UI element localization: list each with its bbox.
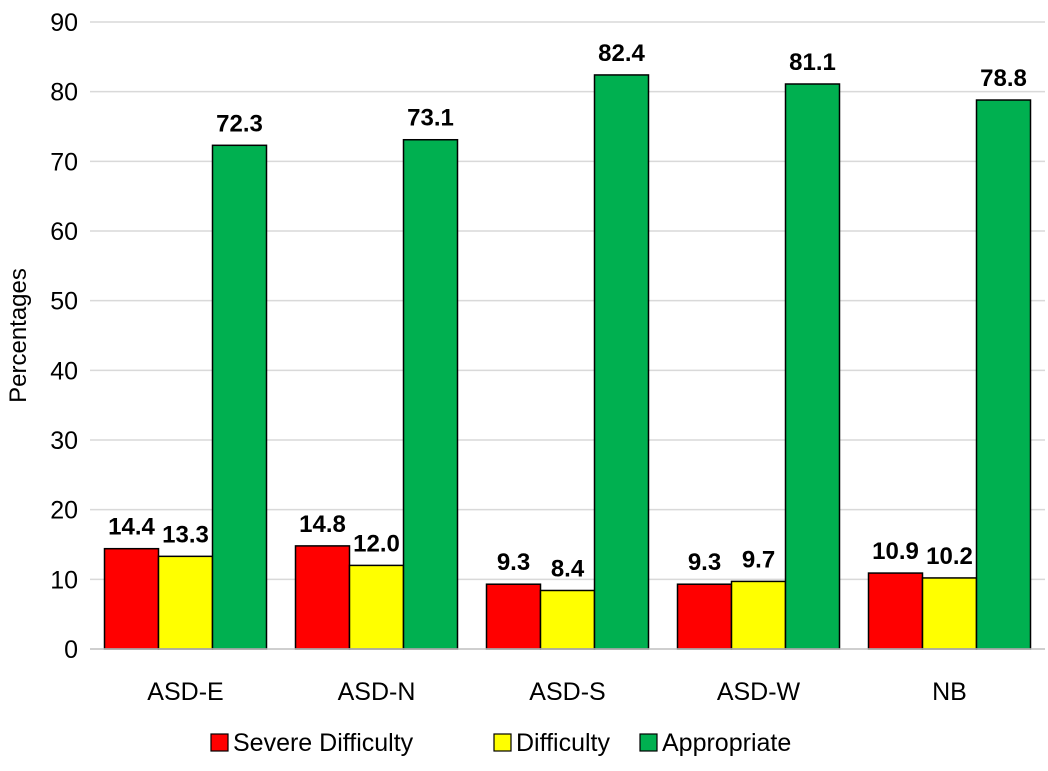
y-tick-label: 60 xyxy=(50,218,78,246)
bars xyxy=(103,74,1032,650)
bar-severe-difficulty-nb xyxy=(867,572,924,650)
y-tick-label: 20 xyxy=(50,497,78,525)
data-label: 82.4 xyxy=(598,40,645,67)
data-label: 81.1 xyxy=(789,49,836,76)
bar-difficulty-asd-s xyxy=(539,589,596,650)
legend-swatch xyxy=(210,733,229,752)
legend-item-appropriate[interactable]: Appropriate xyxy=(639,729,791,757)
y-tick-label: 90 xyxy=(50,9,78,37)
x-tick-label: NB xyxy=(932,678,967,706)
legend-swatch xyxy=(639,733,658,752)
bar-appropriate-asd-n xyxy=(402,138,459,650)
bar-severe-difficulty-asd-n xyxy=(294,545,351,650)
bar-severe-difficulty-asd-s xyxy=(485,583,542,650)
bar-difficulty-asd-e xyxy=(157,555,214,650)
data-label: 8.4 xyxy=(551,555,585,582)
y-tick-label: 50 xyxy=(50,288,78,316)
y-axis-title: Percentages xyxy=(5,268,32,403)
x-tick-label: ASD-W xyxy=(717,678,801,706)
y-tick-label: 80 xyxy=(50,79,78,107)
bar-difficulty-asd-n xyxy=(348,564,405,650)
data-label: 9.7 xyxy=(742,546,775,573)
legend-label: Difficulty xyxy=(516,729,611,757)
x-tick-label: ASD-S xyxy=(529,678,605,706)
x-axis-ticks: ASD-E ASD-N ASD-S ASD-W NB xyxy=(147,678,967,706)
y-axis-ticks: 0 10 20 30 40 50 60 70 80 90 xyxy=(50,9,78,664)
data-label: 10.2 xyxy=(926,543,973,570)
data-label: 9.3 xyxy=(688,549,721,576)
data-label: 9.3 xyxy=(497,549,530,576)
y-tick-label: 70 xyxy=(50,148,78,176)
bar-difficulty-nb xyxy=(921,577,978,650)
y-tick-label: 10 xyxy=(50,566,78,594)
data-label: 12.0 xyxy=(353,530,400,557)
legend-label: Appropriate xyxy=(662,729,791,757)
legend-swatch xyxy=(493,733,512,752)
data-label: 14.8 xyxy=(299,511,346,538)
data-labels: 14.4 13.3 72.3 14.8 12.0 73.1 9.3 8.4 82.4 9.3 9.7… xyxy=(108,40,1027,583)
y-tick-label: 40 xyxy=(50,357,78,385)
data-label: 13.3 xyxy=(162,521,209,548)
legend-item-difficulty[interactable]: Difficulty xyxy=(493,729,611,757)
data-label: 78.8 xyxy=(980,65,1027,92)
bar-difficulty-asd-w xyxy=(730,580,787,650)
data-label: 72.3 xyxy=(216,110,263,137)
legend-item-severe-difficulty[interactable]: Severe Difficulty xyxy=(210,729,414,757)
data-label: 73.1 xyxy=(407,105,454,132)
bar-severe-difficulty-asd-e xyxy=(103,547,160,650)
bar-appropriate-asd-w xyxy=(784,83,841,650)
bar-appropriate-nb xyxy=(975,99,1032,650)
bar-appropriate-asd-s xyxy=(593,74,650,650)
bar-appropriate-asd-e xyxy=(211,144,268,650)
legend[interactable]: Severe Difficulty Difficulty Appropriate xyxy=(210,729,791,757)
x-tick-label: ASD-N xyxy=(338,678,416,706)
y-tick-label: 0 xyxy=(64,636,78,664)
legend-label: Severe Difficulty xyxy=(233,729,414,757)
bar-severe-difficulty-asd-w xyxy=(676,583,733,650)
y-tick-label: 30 xyxy=(50,427,78,455)
data-label: 14.4 xyxy=(108,514,155,541)
x-tick-label: ASD-E xyxy=(147,678,223,706)
data-label: 10.9 xyxy=(872,538,919,565)
